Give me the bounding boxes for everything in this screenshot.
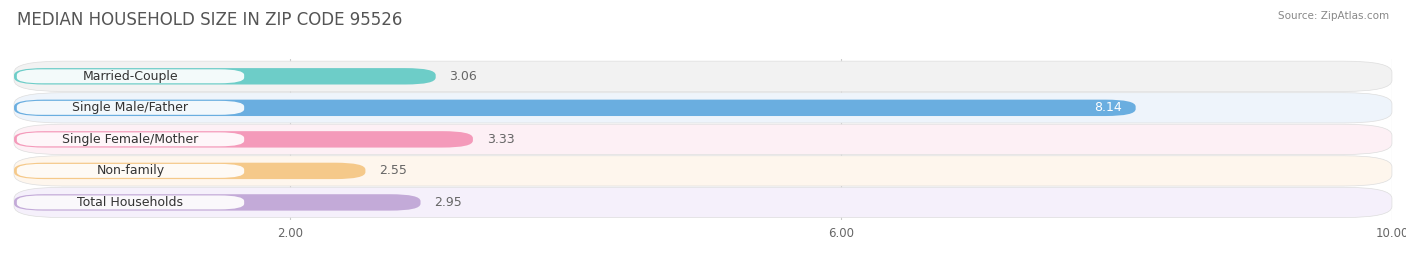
FancyBboxPatch shape xyxy=(14,131,472,148)
FancyBboxPatch shape xyxy=(14,68,436,84)
FancyBboxPatch shape xyxy=(14,124,1392,154)
Text: 3.06: 3.06 xyxy=(450,70,477,83)
FancyBboxPatch shape xyxy=(17,132,245,146)
Text: Single Male/Father: Single Male/Father xyxy=(73,101,188,114)
Text: 8.14: 8.14 xyxy=(1094,101,1122,114)
Text: Non-family: Non-family xyxy=(97,164,165,177)
FancyBboxPatch shape xyxy=(14,100,1136,116)
FancyBboxPatch shape xyxy=(17,164,245,178)
FancyBboxPatch shape xyxy=(14,194,420,211)
Text: MEDIAN HOUSEHOLD SIZE IN ZIP CODE 95526: MEDIAN HOUSEHOLD SIZE IN ZIP CODE 95526 xyxy=(17,11,402,29)
FancyBboxPatch shape xyxy=(17,195,245,209)
Text: 3.33: 3.33 xyxy=(486,133,515,146)
Text: Total Households: Total Households xyxy=(77,196,184,209)
Text: 2.55: 2.55 xyxy=(380,164,408,177)
FancyBboxPatch shape xyxy=(14,187,1392,218)
FancyBboxPatch shape xyxy=(14,163,366,179)
FancyBboxPatch shape xyxy=(17,69,245,83)
Text: Married-Couple: Married-Couple xyxy=(83,70,179,83)
FancyBboxPatch shape xyxy=(14,93,1392,123)
FancyBboxPatch shape xyxy=(14,156,1392,186)
FancyBboxPatch shape xyxy=(17,101,245,115)
Text: 2.95: 2.95 xyxy=(434,196,463,209)
Text: Single Female/Mother: Single Female/Mother xyxy=(62,133,198,146)
FancyBboxPatch shape xyxy=(14,61,1392,91)
Text: Source: ZipAtlas.com: Source: ZipAtlas.com xyxy=(1278,11,1389,21)
